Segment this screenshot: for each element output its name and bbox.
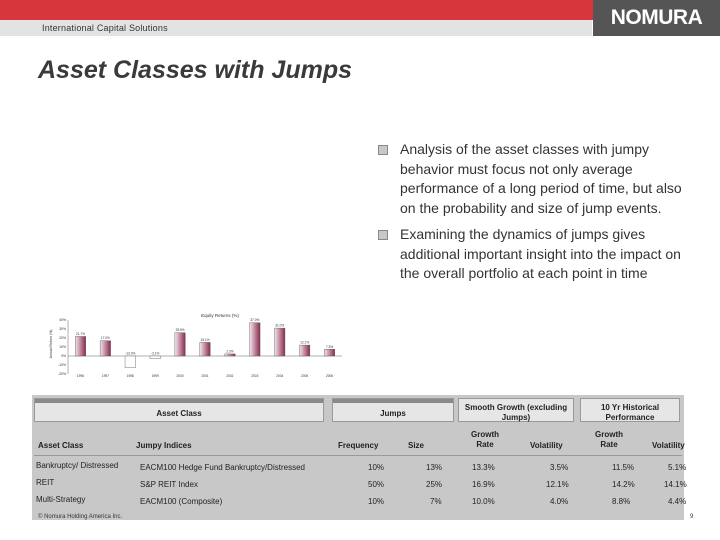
top-red-bar (0, 0, 720, 20)
chart-data-label: 2.3% (226, 349, 233, 353)
header-asset-class: Asset Class (34, 398, 324, 422)
col-asset-class: Asset Class (38, 441, 84, 450)
col-size: Size (408, 441, 425, 450)
chart-y-tick-label: -10% (58, 363, 66, 367)
chart-data-label: 17.0% (101, 336, 110, 340)
chart-ylabel: Annual Return (%) (49, 330, 53, 359)
bullet-text: Analysis of the asset classes with jumpy… (400, 141, 682, 216)
chart-bar (274, 327, 286, 357)
chart-svg: Equity Returns (%) Annual Return (%) 40%… (49, 313, 342, 378)
chart-bar (249, 322, 261, 357)
col-hist-growth-rate: Growth Rate (595, 430, 623, 449)
chart-bar (224, 353, 236, 357)
chart-y-tick-label: 10% (59, 345, 66, 349)
chart-data-label: -3.1% (151, 352, 159, 356)
footer-copyright: © Nomura Holding America Inc. (38, 514, 123, 520)
chart-x-tick-label: 2000 (177, 374, 184, 378)
header-smooth-growth-label: Smooth Growth (excluding Jumps) (464, 403, 568, 422)
chart-bar (174, 332, 186, 357)
bullet-item: Examining the dynamics of jumps gives ad… (378, 225, 698, 284)
chart-data-label: 37.0% (250, 318, 259, 322)
chart-x-tick-label: 2002 (226, 374, 233, 378)
chart-x-tick-label: 1998 (127, 374, 134, 378)
chart-x-tick-label: 2003 (251, 374, 258, 378)
chart-y-tick-label: -20% (58, 372, 66, 376)
chart-data-label: 31.0% (275, 324, 284, 328)
chart-y-tick-label: 20% (59, 336, 66, 340)
chart-bar (199, 342, 211, 357)
chart-data-label: 12.1% (300, 341, 309, 345)
col-hist-volatility: Volatility (652, 441, 685, 450)
chart-data-label: 21.7% (76, 332, 85, 336)
chart-bar (75, 336, 86, 357)
col-growth-rate: Growth Rate (471, 430, 499, 449)
header-band (0, 20, 592, 36)
asset-class-table: Asset Class Jumps Smooth Growth (excludi… (32, 395, 687, 520)
header-historical: 10 Yr Historical Performance (580, 398, 680, 422)
chart-y-tick-label: 0% (61, 354, 66, 358)
bullet-square-icon (378, 145, 388, 155)
chart-bar (324, 349, 335, 357)
chart-x-tick-label: 1999 (152, 374, 159, 378)
chart-data-label: 25.9% (176, 328, 185, 332)
header-historical-label: 10 Yr Historical Performance (600, 403, 660, 422)
bullet-text: Examining the dynamics of jumps gives ad… (400, 226, 681, 281)
chart-bar (99, 340, 111, 357)
chart-data-label: 7.5% (326, 345, 333, 349)
chart-bar (149, 355, 161, 359)
header-smooth-growth: Smooth Growth (excluding Jumps) (458, 398, 574, 422)
bullet-square-icon (378, 230, 388, 240)
chart-x-tick-label: 2006 (326, 374, 333, 378)
equity-returns-chart: Equity Returns (%) Annual Return (%) 40%… (42, 310, 348, 378)
bullet-list: Analysis of the asset classes with jumpy… (378, 140, 698, 291)
chart-x-tick-label: 2005 (301, 374, 308, 378)
chart-data-label: 15.1% (200, 338, 209, 342)
chart-title: Equity Returns (%) (201, 313, 239, 318)
chart-x-tick-label: 2001 (201, 374, 208, 378)
page-number: 9 (690, 514, 694, 520)
header-subtitle: International Capital Solutions (42, 23, 168, 33)
chart-x-tick-label: 1997 (102, 374, 109, 378)
nomura-logo: NOMURA (593, 0, 720, 36)
chart-x-tick-label: 2004 (276, 374, 283, 378)
bullet-item: Analysis of the asset classes with jumpy… (378, 140, 698, 218)
page-title: Asset Classes with Jumps (38, 56, 353, 84)
chart-data-label: -13.0% (125, 352, 135, 356)
header-asset-class-label: Asset Class (156, 409, 202, 418)
chart-bar (124, 355, 136, 368)
col-frequency: Frequency (338, 441, 379, 450)
header-jumps: Jumps (332, 398, 454, 422)
chart-y-tick-label: 30% (59, 327, 66, 331)
chart-y-tick-label: 40% (59, 318, 66, 322)
header-jumps-label: Jumps (380, 409, 406, 418)
chart-x-tick-label: 1996 (77, 374, 84, 378)
col-jumpy-indices: Jumpy Indices (136, 441, 192, 450)
chart-bar (299, 344, 311, 357)
col-volatility: Volatility (530, 441, 563, 450)
